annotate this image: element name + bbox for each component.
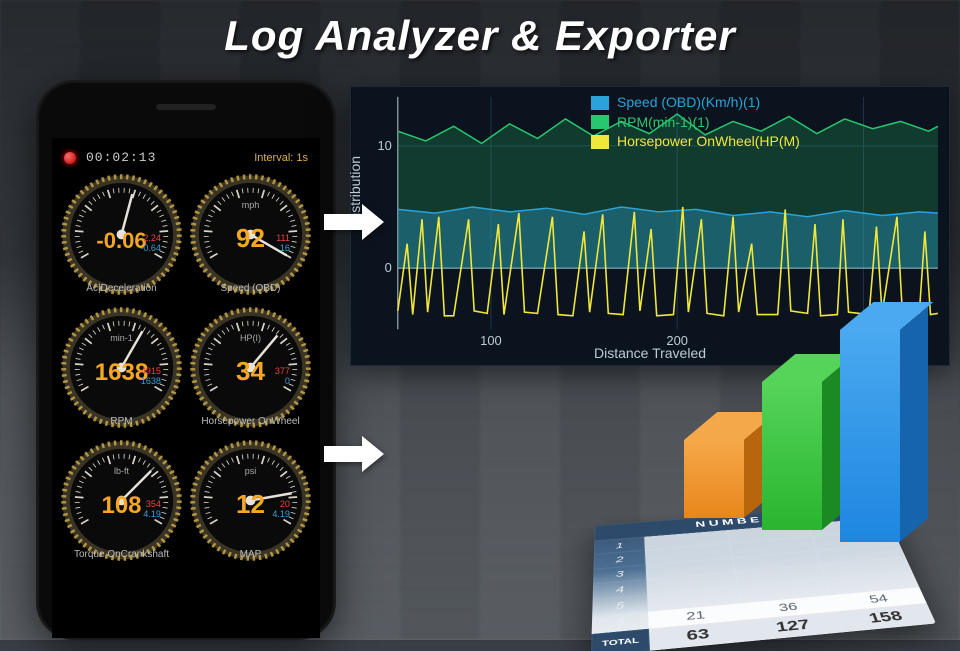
gauge-grid: -0.06 2.24-0.64 Ac|Deceleration mph 92 1… [58,173,314,562]
gauge-label: Torque OnCrankshaft [60,549,183,560]
gauge-label: Speed (OBD) [189,283,312,294]
gauge-unit: mph [189,200,312,210]
interval-label: Interval: 1s [254,152,308,164]
gauge-minmax: 11116 [276,234,290,254]
page-title: Log Analyzer & Exporter [0,12,960,60]
svg-text:10: 10 [378,138,392,153]
gauge[interactable]: lb-ft 108 3544.19 Torque OnCrankshaft [60,439,183,562]
legend-item: Horsepower OnWheel(HP(M) [591,132,800,152]
gauge-label: Ac|Deceleration [60,283,183,294]
legend-item: RPM(min-1)(1) [591,113,800,133]
record-icon[interactable] [64,152,76,164]
arrow-icon [322,200,388,249]
svg-text:100: 100 [480,333,502,348]
gauge-value: 108 [60,492,183,520]
gauge-minmax: 204.19 [272,500,290,520]
gauge-unit: HP(I) [189,333,312,343]
gauge-minmax: 2.24-0.64 [140,234,161,254]
gauge-label: RPM [60,416,183,427]
legend-label: RPM(min-1)(1) [617,113,710,133]
gauge[interactable]: HP(I) 34 3770 Horsepower OnWheel [189,306,312,429]
phone-status-bar: 00:02:13 Interval: 1s [58,146,314,173]
legend-swatch [591,135,609,149]
legend-label: Speed (OBD)(Km/h)(1) [617,93,760,113]
gauge-unit: min-1 [60,333,183,343]
gauge-value: 92 [189,223,312,254]
legend-swatch [591,96,609,110]
gauge-value: 34 [189,356,312,387]
gauge-value: -0.06 [60,228,183,254]
gauge[interactable]: psi 12 204.19 MAP [189,439,312,562]
gauge-unit: psi [189,466,312,476]
gauge-label: MAP [189,549,312,560]
gauge-minmax: 49151638 [141,367,161,387]
phone-frame: 00:02:13 Interval: 1s -0.06 2.24-0.64 Ac… [36,80,336,640]
svg-text:0: 0 [385,260,392,275]
timer-value: 00:02:13 [86,150,156,165]
gauge[interactable]: mph 92 11116 Speed (OBD) [189,173,312,296]
phone-screen: 00:02:13 Interval: 1s -0.06 2.24-0.64 Ac… [52,138,320,638]
gauge-minmax: 3544.19 [143,500,161,520]
legend-item: Speed (OBD)(Km/h)(1) [591,93,800,113]
gauge-unit: lb-ft [60,466,183,476]
gauge-minmax: 3770 [275,367,290,387]
numbers-card: NUMBERS123456213654TOTAL63127158 [592,342,932,622]
gauge-value: 1638 [60,359,183,387]
arrow-icon [322,432,388,481]
legend-label: Horsepower OnWheel(HP(M) [617,132,800,152]
chart-legend: Speed (OBD)(Km/h)(1) RPM(min-1)(1) Horse… [591,93,800,152]
legend-swatch [591,115,609,129]
gauge-label: Horsepower OnWheel [189,416,312,427]
gauge-value: 12 [189,489,312,520]
gauge[interactable]: min-1 1638 49151638 RPM [60,306,183,429]
gauge[interactable]: -0.06 2.24-0.64 Ac|Deceleration [60,173,183,296]
